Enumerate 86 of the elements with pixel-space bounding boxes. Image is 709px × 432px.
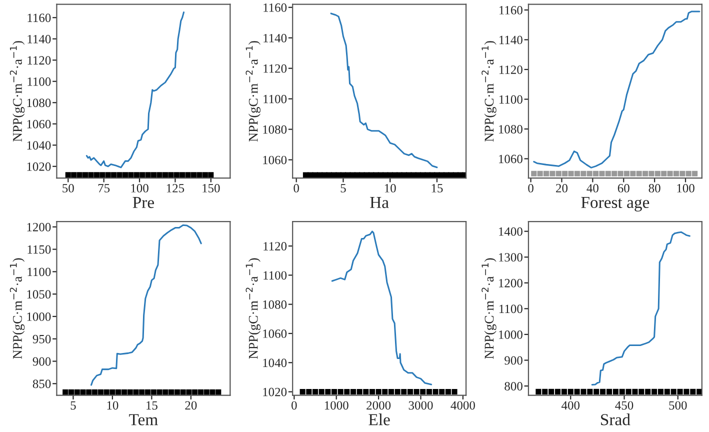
x-axis-title: Ha — [370, 197, 389, 208]
x-tick-label: 0 — [292, 401, 297, 410]
x-tick-label: 10 — [384, 184, 396, 192]
x-tick-label: 100 — [131, 184, 148, 192]
x-axis-title: Tem — [129, 414, 158, 426]
y-tick-label: 1020 — [263, 388, 287, 396]
y-tick-label: 1060 — [263, 329, 287, 338]
x-tick-label: 20 — [556, 184, 568, 192]
y-tick-label: 1100 — [499, 95, 522, 104]
y-tick-label: 1080 — [263, 300, 287, 309]
y-tick-label: 1300 — [499, 253, 522, 262]
y-tick-label: 1100 — [264, 271, 287, 280]
x-tick-label: 100 — [677, 184, 694, 192]
y-tick-label: 1080 — [27, 98, 51, 108]
x-tick-label: 3000 — [408, 401, 433, 410]
y-tick-label: 1140 — [499, 36, 522, 44]
x-axis-title: Srad — [601, 414, 630, 426]
y-tick-label: 1160 — [28, 14, 51, 22]
y-tick-label: 1040 — [27, 141, 51, 150]
x-tick-label: 15 — [146, 401, 158, 410]
x-tick-label: 80 — [648, 184, 660, 192]
line-series — [533, 10, 700, 168]
y-axis-title: NPP(gC·m$^{−2}$·a$^{−1}$) — [482, 41, 496, 142]
y-tick-label: 1000 — [499, 330, 522, 339]
y-tick-label: 1120 — [499, 66, 522, 74]
x-tick-label: 2000 — [366, 401, 391, 410]
y-tick-label: 800 — [504, 382, 522, 390]
x-tick-label: 75 — [98, 184, 110, 192]
y-tick-label: 1040 — [263, 358, 287, 368]
x-tick-label: 5 — [340, 184, 346, 192]
x-tick-label: 5 — [70, 401, 76, 410]
y-tick-label: 1000 — [27, 312, 51, 321]
y-tick-label: 1140 — [28, 34, 51, 44]
y-axis-title: NPP(gC·m$^{−2}$·a$^{−1}$) — [482, 258, 496, 359]
y-tick-label: 1060 — [263, 156, 287, 164]
y-axis-title: NPP(gC·m$^{−2}$·a$^{−1}$) — [10, 258, 25, 359]
y-axis-title: NPP(gC·m$^{−2}$·a$^{−1}$) — [246, 41, 260, 142]
y-tick-label: 1120 — [28, 56, 51, 65]
y-tick-label: 1160 — [499, 6, 522, 14]
x-axis-title: Pre — [132, 197, 154, 208]
y-tick-label: 1020 — [27, 162, 51, 171]
x-tick-label: 150 — [202, 184, 220, 192]
y-tick-label: 1100 — [28, 268, 51, 276]
x-tick-label: 125 — [166, 184, 184, 192]
y-tick-label: 1150 — [28, 245, 51, 254]
y-tick-label: 1160 — [264, 3, 287, 12]
x-tick-label: 60 — [618, 184, 630, 192]
x-tick-label: 1000 — [324, 401, 348, 410]
y-tick-label: 1060 — [499, 154, 522, 164]
x-tick-label: 0 — [294, 184, 299, 192]
y-tick-label: 1140 — [264, 34, 287, 42]
line-series — [86, 12, 185, 168]
x-tick-label: 450 — [615, 401, 634, 410]
y-tick-label: 1100 — [264, 94, 287, 104]
x-tick-label: 10 — [107, 401, 118, 410]
x-axis-title: Ele — [368, 414, 390, 426]
x-tick-label: 4000 — [450, 401, 475, 410]
x-tick-label: 15 — [432, 184, 443, 192]
x-tick-label: 50 — [62, 184, 74, 192]
x-tick-label: 400 — [561, 401, 580, 410]
y-tick-label: 1120 — [264, 242, 287, 250]
y-tick-label: 1100 — [499, 304, 522, 314]
line-series — [331, 230, 432, 386]
x-axis-title: Forest age — [581, 196, 650, 212]
y-tick-label: 1400 — [499, 227, 522, 236]
y-tick-label: 1050 — [27, 290, 51, 299]
line-series — [330, 12, 438, 168]
line-series — [90, 224, 202, 386]
y-tick-label: 1200 — [27, 222, 51, 232]
y-tick-label: 1120 — [264, 64, 287, 73]
y-tick-label: 1060 — [27, 120, 51, 128]
line-series — [591, 231, 690, 386]
x-tick-label: 0 — [528, 184, 534, 192]
y-tick-label: 900 — [504, 356, 522, 365]
y-tick-label: 1100 — [28, 77, 51, 86]
y-axis-title: NPP(gC·m$^{−2}$·a$^{−1}$) — [10, 41, 25, 142]
y-tick-label: 850 — [32, 380, 51, 388]
y-tick-label: 1200 — [499, 278, 522, 288]
y-tick-label: 900 — [32, 357, 51, 366]
y-tick-label: 1080 — [263, 125, 287, 134]
y-axis-title: NPP(gC·m$^{−2}$·a$^{−1}$) — [246, 258, 260, 359]
x-tick-label: 20 — [185, 401, 197, 410]
y-tick-label: 950 — [32, 334, 51, 344]
x-tick-label: 40 — [586, 184, 598, 192]
y-tick-label: 1080 — [499, 125, 522, 134]
x-tick-label: 500 — [669, 401, 687, 410]
